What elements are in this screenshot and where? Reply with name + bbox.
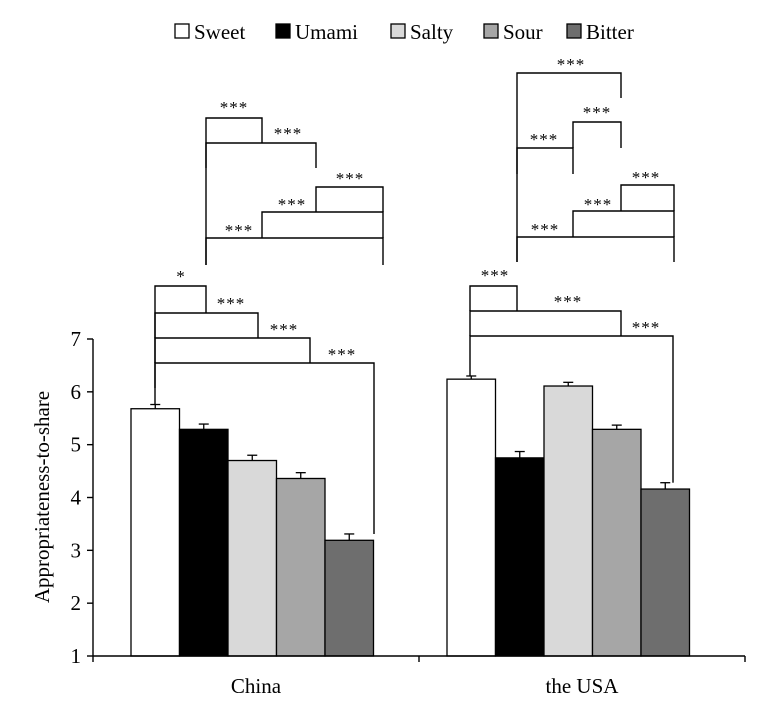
sig-bracket xyxy=(205,117,263,143)
bars xyxy=(130,375,691,657)
sig-label: *** xyxy=(328,345,357,364)
sig-bracket xyxy=(516,72,622,98)
x-category-labels: China the USA xyxy=(92,656,746,698)
legend-swatch-salty xyxy=(390,23,406,39)
legend-swatch-sweet xyxy=(174,23,190,39)
sig-bracket xyxy=(516,236,675,262)
bar-sour-china xyxy=(275,477,326,657)
sig-label: *** xyxy=(274,124,303,143)
y-tick-label: 3 xyxy=(71,538,82,562)
bar-sweet-china xyxy=(130,408,181,657)
sig-label: *** xyxy=(530,130,559,149)
y-tick-label: 2 xyxy=(71,591,82,615)
y-ticks: 1 2 3 4 5 6 7 xyxy=(71,327,93,668)
sig-label: *** xyxy=(531,220,560,239)
sig-bracket xyxy=(572,210,675,237)
sig-label: *** xyxy=(554,292,583,311)
y-axis-title: Appropriateness-to-share xyxy=(30,391,54,603)
bar-sour-usa xyxy=(591,428,642,657)
y-tick-label: 5 xyxy=(71,433,82,457)
legend-label-bitter: Bitter xyxy=(586,20,634,44)
axes: 1 2 3 4 5 6 7 China the USA Appropriateness-to-… xyxy=(30,327,746,698)
y-tick-label: 4 xyxy=(71,486,82,510)
sig-label: *** xyxy=(632,318,661,337)
y-tick-label: 7 xyxy=(71,327,82,351)
sig-label: *** xyxy=(557,55,586,74)
sig-label: *** xyxy=(481,266,510,285)
sig-label: *** xyxy=(220,98,249,117)
sig-bracket xyxy=(315,186,384,212)
sig-bracket xyxy=(154,285,207,313)
sig-label: *** xyxy=(217,294,246,313)
sig-bracket xyxy=(205,142,317,168)
legend-label-sweet: Sweet xyxy=(194,20,245,44)
sig-bracket xyxy=(154,337,311,363)
legend-swatch-umami xyxy=(275,23,291,39)
bar-salty-usa xyxy=(543,385,594,657)
sig-label: *** xyxy=(583,103,612,122)
sig-label: *** xyxy=(270,320,299,339)
significance-brackets: ****************************************… xyxy=(154,55,675,534)
y-tick-label: 1 xyxy=(71,644,82,668)
sig-label: *** xyxy=(336,169,365,188)
x-category-label: China xyxy=(231,674,282,698)
legend-swatch-sour xyxy=(483,23,499,39)
sig-bracket xyxy=(620,184,675,211)
bar-umami-china xyxy=(178,428,229,657)
sig-bracket xyxy=(572,121,622,148)
bar-bitter-usa xyxy=(640,488,691,657)
bar-sweet-usa xyxy=(446,378,497,657)
legend-swatch-bitter xyxy=(566,23,582,39)
sig-bracket xyxy=(516,147,574,174)
bar-umami-usa xyxy=(494,457,545,657)
bar-salty-china xyxy=(227,459,278,657)
bar-bitter-china xyxy=(324,539,375,657)
sig-label: *** xyxy=(584,195,613,214)
sig-bracket xyxy=(205,237,384,265)
x-category-label: the USA xyxy=(546,674,620,698)
legend: Sweet Umami Salty Sour Bitter xyxy=(174,20,634,44)
legend-label-salty: Salty xyxy=(410,20,454,44)
sig-label: * xyxy=(176,267,186,286)
sig-bracket xyxy=(469,335,674,364)
y-tick-label: 6 xyxy=(71,380,82,404)
sig-bracket xyxy=(469,310,622,336)
sig-label: *** xyxy=(225,221,254,240)
legend-label-sour: Sour xyxy=(503,20,543,44)
legend-label-umami: Umami xyxy=(295,20,358,44)
sig-bracket xyxy=(154,312,259,338)
sig-bracket xyxy=(261,211,384,238)
sig-label: *** xyxy=(632,168,661,187)
sig-label: *** xyxy=(278,195,307,214)
sig-bracket xyxy=(154,362,375,388)
sig-bracket xyxy=(469,285,518,311)
